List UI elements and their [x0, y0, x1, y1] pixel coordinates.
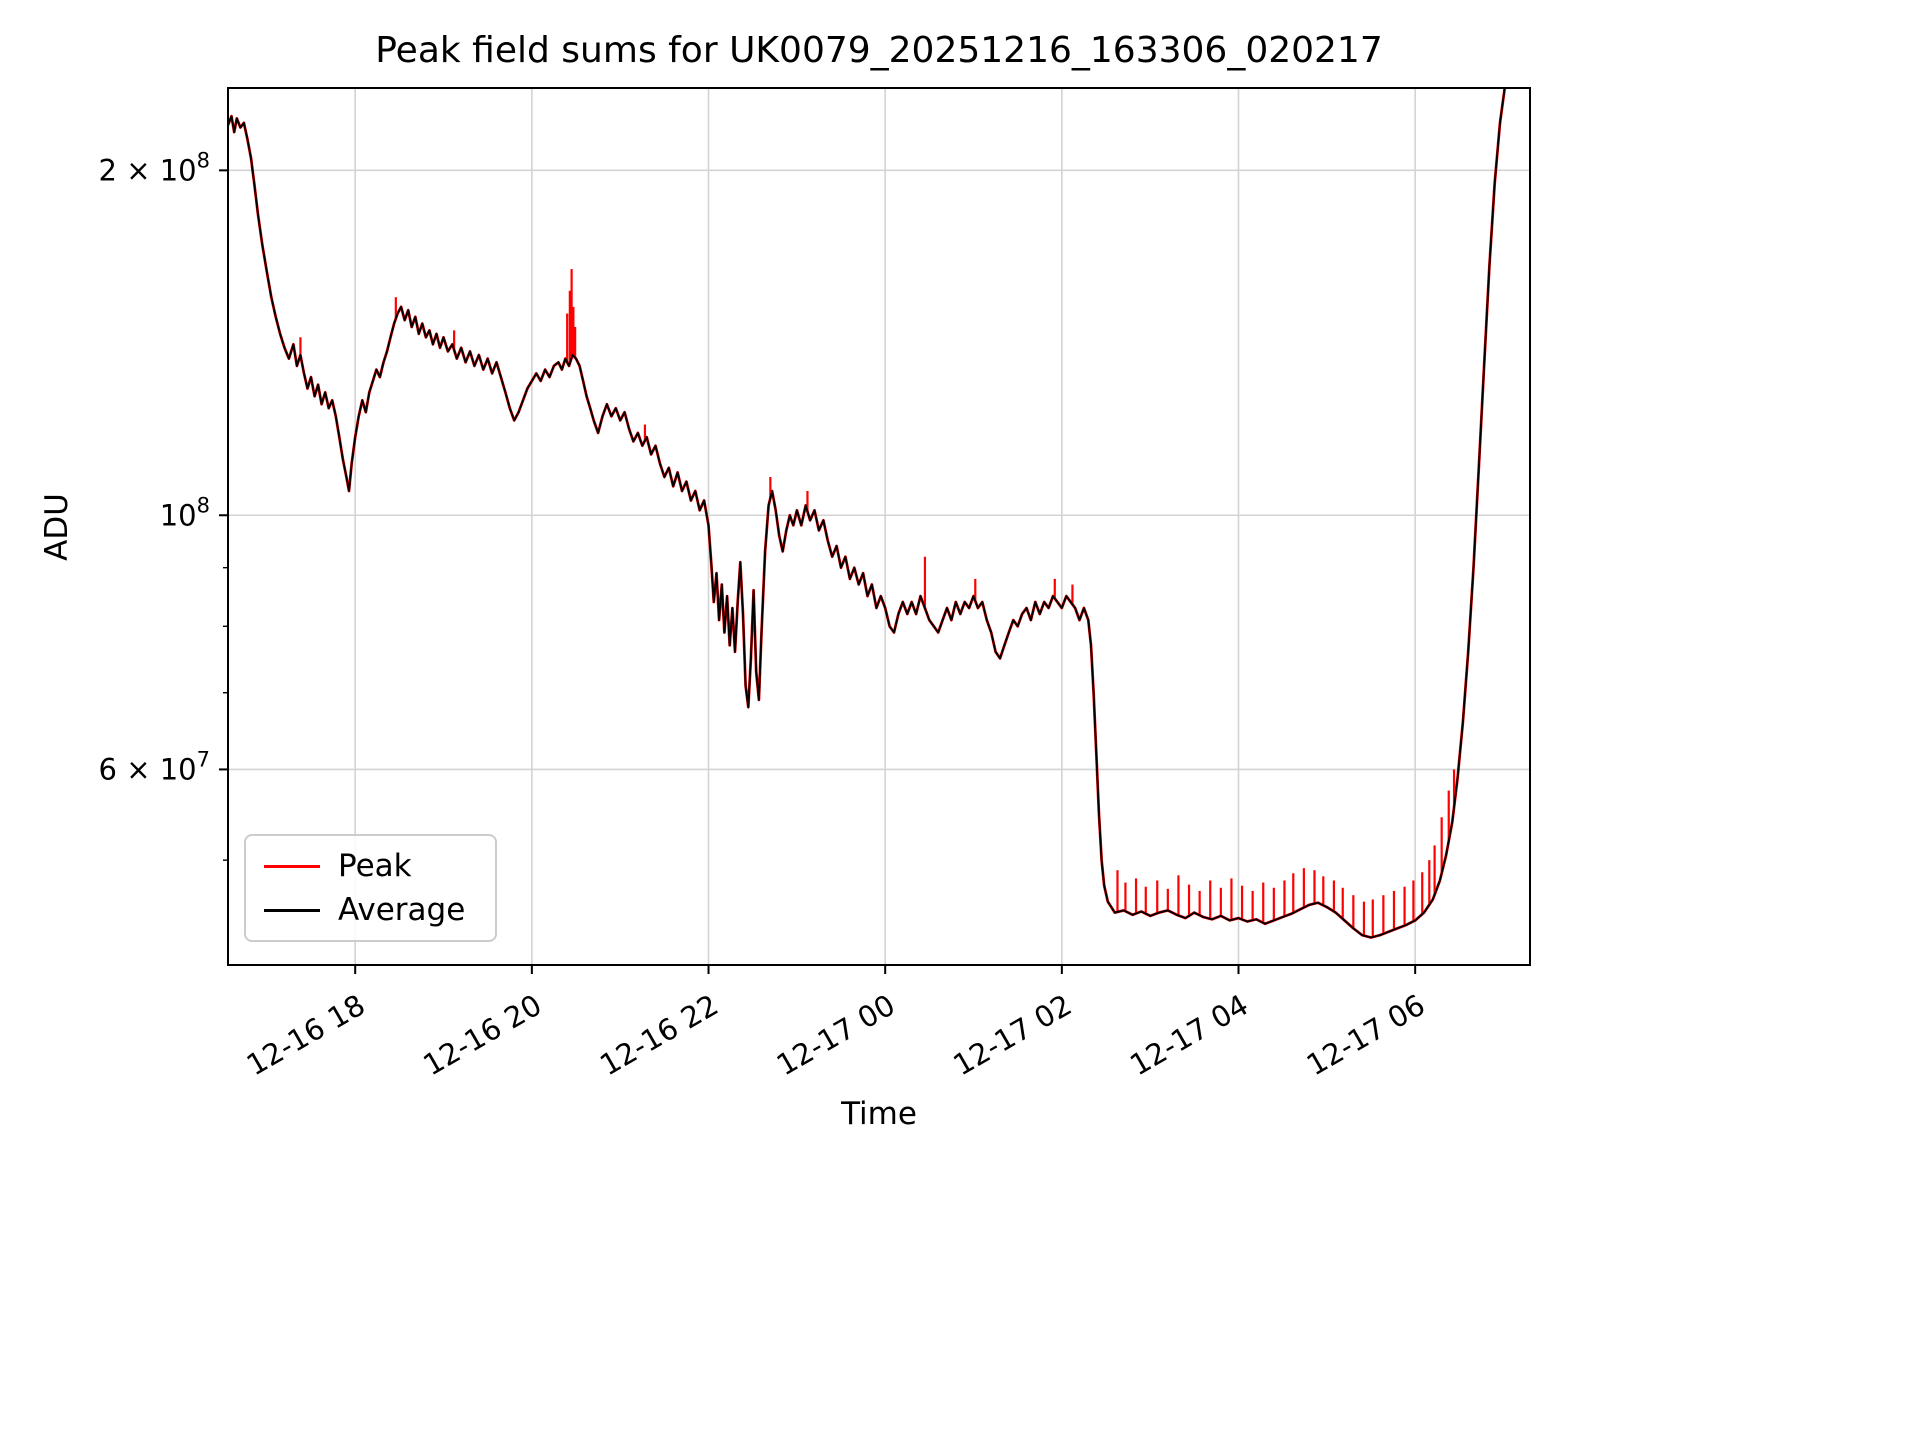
x-tick-label: 12-17 04: [1124, 988, 1254, 1083]
tick-marks: [219, 169, 1417, 974]
legend-item-peak: Peak: [264, 848, 465, 884]
peak-series-line: [228, 88, 1507, 939]
chart-title: Peak field sums for UK0079_20251216_1633…: [375, 30, 1383, 71]
y-axis-label: ADU: [39, 493, 75, 561]
plot-border: [227, 87, 1531, 966]
x-tick-label: 12-16 18: [241, 988, 371, 1083]
x-tick-label: 12-16 20: [417, 988, 547, 1083]
legend: Peak Average: [244, 834, 498, 942]
x-tick-label: 12-16 22: [594, 988, 724, 1083]
x-tick-labels: 12-16 18 12-16 20 12-16 22 12-17 00 12-17 02…: [241, 988, 1431, 1083]
y-tick-label: 2 × 108: [99, 148, 210, 187]
y-tick-labels: 2 × 108 108 6 × 107: [99, 148, 210, 786]
legend-item-average: Average: [264, 892, 465, 928]
average-series-line: [228, 88, 1506, 939]
x-tick-label: 12-17 06: [1301, 988, 1431, 1083]
y-tick-label: 108: [160, 493, 210, 532]
peak-spikes: [299, 269, 1456, 938]
y-tick-label: 6 × 107: [99, 747, 210, 786]
average-line-sample-icon: [264, 908, 320, 912]
legend-label-peak: Peak: [338, 848, 412, 884]
x-tick-label: 12-17 02: [947, 988, 1077, 1083]
legend-label-average: Average: [338, 892, 466, 928]
peak-line-sample-icon: [264, 864, 320, 868]
x-axis-label: Time: [841, 1096, 917, 1132]
x-tick-label: 12-17 00: [771, 988, 901, 1083]
